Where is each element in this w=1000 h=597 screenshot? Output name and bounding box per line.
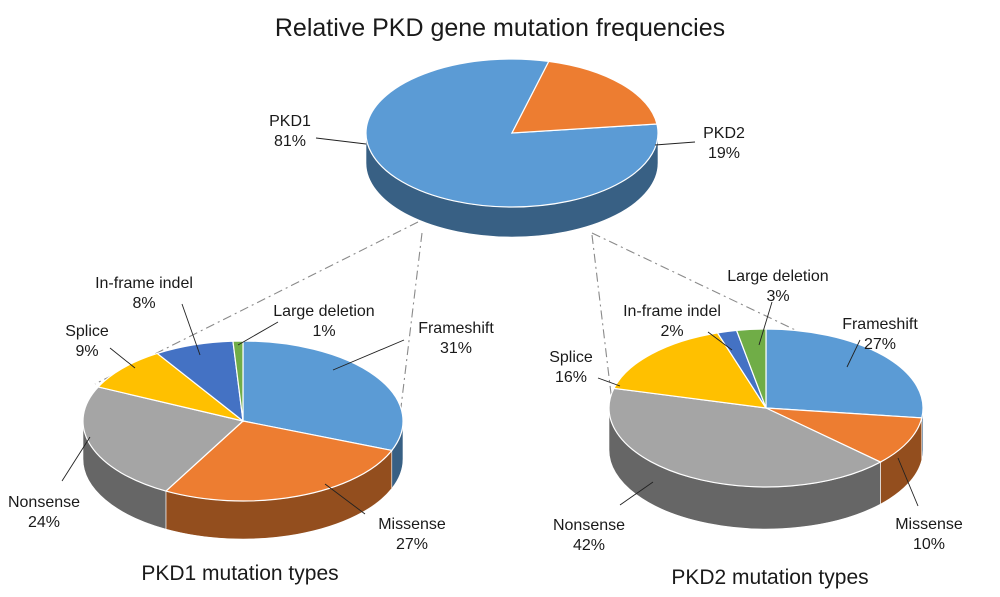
pie-2-leader-large-deletion <box>758 301 773 346</box>
pie-2-leader-frameshift <box>846 339 861 368</box>
pie-1-slice-large-deletion <box>232 340 244 422</box>
pie-1-leader-frameshift <box>332 339 405 371</box>
pie-1-leader-large-deletion <box>237 321 279 346</box>
pie-1-value-in-frame-indel: 8% <box>132 295 155 312</box>
pie-0-slice-pkd2 <box>510 60 658 134</box>
pie-2-leader-nonsense <box>619 481 654 506</box>
pie-1-value-splice: 9% <box>75 343 98 360</box>
pie-2-label-large-deletion: Large deletion <box>727 268 828 285</box>
pie-2-value-nonsense: 42% <box>573 537 605 554</box>
pie-2-label-missense: Missense <box>895 516 963 533</box>
pie-1-label-large-deletion: Large deletion <box>273 303 374 320</box>
pie-1-leader-splice <box>109 347 136 369</box>
pie-0-value-pkd1: 81% <box>274 133 306 150</box>
pie-1-slice-frameshift <box>242 340 404 452</box>
pie-0-label-pkd2: PKD2 <box>703 125 745 142</box>
pie-1-value-large-deletion: 1% <box>312 323 335 340</box>
pie-1-value-missense: 27% <box>396 536 428 553</box>
connector-line-0 <box>94 221 419 385</box>
main-chart-title: Relative PKD gene mutation frequencies <box>275 14 725 42</box>
connector-line-1 <box>397 232 423 433</box>
pie-1-label-nonsense: Nonsense <box>8 494 80 511</box>
pie-2-leader-in-frame-indel <box>707 331 733 351</box>
pie-0 <box>365 58 659 238</box>
pie-2-leader-missense <box>897 457 919 507</box>
pie-2-label-frameshift: Frameshift <box>842 316 918 333</box>
pie-2-value-in-frame-indel: 2% <box>660 323 683 340</box>
pkd1-chart-title: PKD1 mutation types <box>141 562 338 585</box>
pie-2-value-frameshift: 27% <box>864 336 896 353</box>
pie-2-slice-missense <box>765 407 923 463</box>
pie-0-slice-pkd1 <box>365 58 659 208</box>
pie-2-label-nonsense: Nonsense <box>553 517 625 534</box>
pie-1-slice-splice <box>97 352 244 422</box>
pie-0-leader-pkd1 <box>315 137 367 145</box>
pies <box>82 58 924 540</box>
pie-2-label-splice: Splice <box>549 349 593 366</box>
pie-1-label-missense: Missense <box>378 516 446 533</box>
data-labels: PKD1 81% PKD2 19% Frameshift 31% Missense 27% No… <box>8 113 963 554</box>
pie-1 <box>82 340 404 540</box>
pie-2-leader-splice <box>597 377 621 387</box>
pie-2-label-in-frame-indel: In-frame indel <box>623 303 721 320</box>
pie-1-value-frameshift: 31% <box>440 340 472 357</box>
leader-lines <box>61 137 919 515</box>
pie-1-value-nonsense: 24% <box>28 514 60 531</box>
pie-1-slice-nonsense <box>82 386 245 492</box>
pie-0-label-pkd1: PKD1 <box>269 113 311 130</box>
pie-1-leader-in-frame-indel <box>181 303 201 356</box>
pie-1-tops <box>82 340 404 502</box>
pie-1-label-frameshift: Frameshift <box>418 320 494 337</box>
pie-2-tops <box>608 328 924 488</box>
pie-2-slice-frameshift <box>765 328 924 419</box>
pie-0-value-pkd2: 19% <box>708 145 740 162</box>
pie-1-leader-nonsense <box>61 436 91 482</box>
pie-2-slice-large-deletion <box>735 328 767 409</box>
pie-1-leader-missense <box>324 483 366 515</box>
pie-2-value-splice: 16% <box>555 369 587 386</box>
pie-2 <box>608 328 924 530</box>
pie-0-tops <box>365 58 659 208</box>
pie-1-label-in-frame-indel: In-frame indel <box>95 275 193 292</box>
pie-1-label-splice: Splice <box>65 323 109 340</box>
pie-2-slice-splice <box>613 332 768 409</box>
pie-2-value-missense: 10% <box>913 536 945 553</box>
connector-line-2 <box>591 234 613 403</box>
pie-1-slice-missense <box>164 420 393 502</box>
pie-2-slice-nonsense <box>608 387 882 488</box>
pie-0-leader-pkd2 <box>654 141 696 146</box>
pkd2-chart-title: PKD2 mutation types <box>671 566 868 589</box>
pie-2-value-large-deletion: 3% <box>766 288 789 305</box>
